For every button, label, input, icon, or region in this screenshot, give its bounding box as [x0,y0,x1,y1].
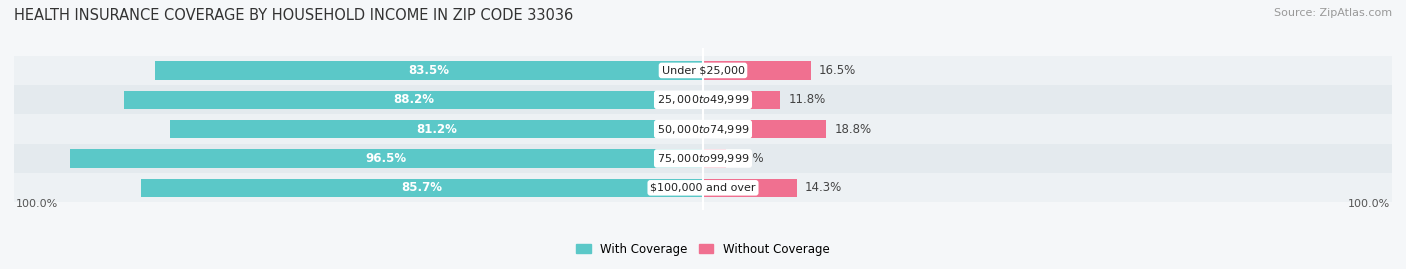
Text: 81.2%: 81.2% [416,123,457,136]
Text: HEALTH INSURANCE COVERAGE BY HOUSEHOLD INCOME IN ZIP CODE 33036: HEALTH INSURANCE COVERAGE BY HOUSEHOLD I… [14,8,574,23]
Text: 100.0%: 100.0% [15,199,58,209]
Bar [141,179,703,197]
Bar [14,144,1392,173]
Text: 16.5%: 16.5% [820,64,856,77]
Bar [703,61,811,80]
Bar [70,149,703,168]
Text: 18.8%: 18.8% [834,123,872,136]
Text: 83.5%: 83.5% [409,64,450,77]
Text: 11.8%: 11.8% [789,93,825,106]
Text: 14.3%: 14.3% [804,181,842,194]
Text: $50,000 to $74,999: $50,000 to $74,999 [657,123,749,136]
Text: Under $25,000: Under $25,000 [661,65,745,75]
Bar [703,120,827,138]
Bar [170,120,703,138]
Bar [124,91,703,109]
Bar [155,61,703,80]
Text: 3.5%: 3.5% [734,152,763,165]
Text: $100,000 and over: $100,000 and over [650,183,756,193]
Text: Source: ZipAtlas.com: Source: ZipAtlas.com [1274,8,1392,18]
Legend: With Coverage, Without Coverage: With Coverage, Without Coverage [576,243,830,256]
Bar [14,114,1392,144]
Text: 85.7%: 85.7% [401,181,443,194]
Bar [14,56,1392,85]
Text: 88.2%: 88.2% [394,93,434,106]
Text: 96.5%: 96.5% [366,152,406,165]
Text: $25,000 to $49,999: $25,000 to $49,999 [657,93,749,106]
Bar [14,173,1392,203]
Text: $75,000 to $99,999: $75,000 to $99,999 [657,152,749,165]
Bar [703,149,725,168]
Bar [14,85,1392,114]
Text: 100.0%: 100.0% [1348,199,1391,209]
Bar [703,91,780,109]
Bar [703,179,797,197]
